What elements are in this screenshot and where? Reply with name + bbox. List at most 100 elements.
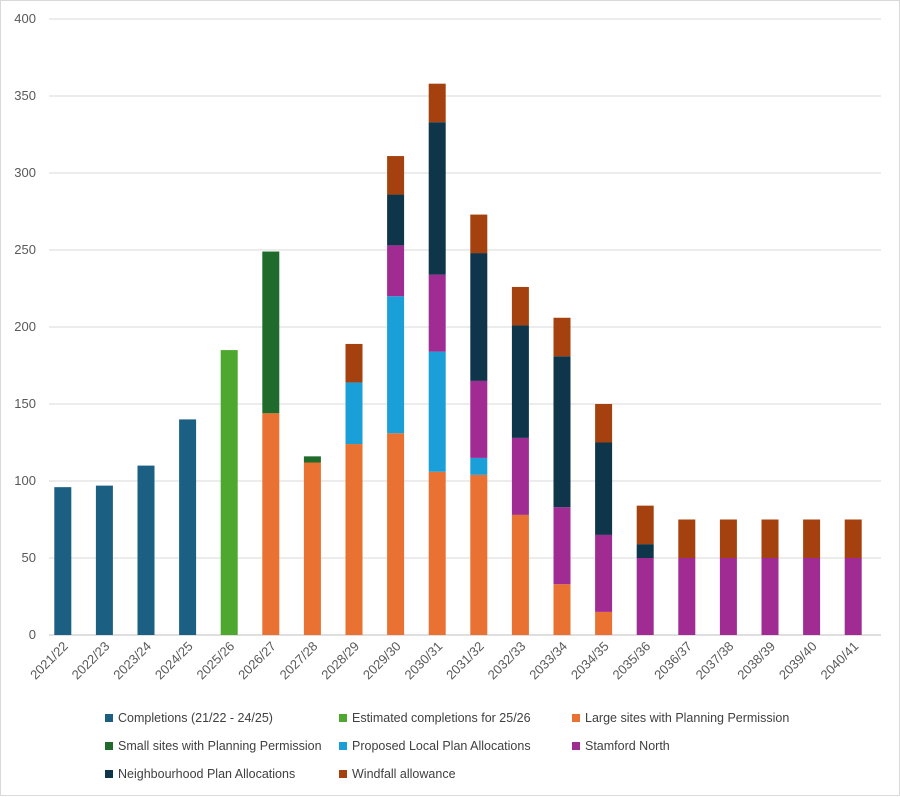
bar-segment <box>844 519 862 558</box>
x-tick-label: 2028/29 <box>318 639 362 683</box>
bar-segment <box>220 350 238 635</box>
legend-swatch <box>105 742 113 750</box>
bar-segment <box>95 485 113 635</box>
bar-segment <box>470 380 488 458</box>
gridlines <box>49 18 881 636</box>
bar-segment <box>387 194 405 246</box>
legend-item: Stamford North <box>572 737 670 755</box>
y-tick-label: 300 <box>14 165 36 180</box>
y-tick-label: 400 <box>14 11 36 26</box>
bar-segment <box>470 214 488 254</box>
x-tick-label: 2031/32 <box>443 639 487 683</box>
bar-segment <box>387 156 405 195</box>
x-tick-label: 2037/38 <box>693 639 737 683</box>
legend-item: Completions (21/22 - 24/25) <box>105 709 273 727</box>
x-tick-label: 2027/28 <box>277 639 321 683</box>
y-tick-label: 350 <box>14 88 36 103</box>
x-tick-label: 2026/27 <box>235 639 279 683</box>
y-tick-label: 0 <box>29 627 36 642</box>
y-axis-tick-labels: 0 50 100 150 200 250 300 350 400 <box>14 11 36 642</box>
x-tick-label: 2040/41 <box>817 639 861 683</box>
y-tick-label: 250 <box>14 242 36 257</box>
bar-segment <box>387 245 405 297</box>
legend-label: Small sites with Planning Permission <box>118 739 322 753</box>
bar-segment <box>553 584 571 635</box>
bar-segment <box>761 519 779 558</box>
legend-swatch <box>339 714 347 722</box>
bar-segment <box>345 343 363 383</box>
bar-segment <box>428 83 446 123</box>
bar-segment <box>511 514 529 635</box>
bar-segment <box>511 325 529 438</box>
bar-segment <box>137 465 155 635</box>
legend-swatch <box>339 770 347 778</box>
bar-segment <box>470 253 488 381</box>
bar-segment <box>595 442 613 535</box>
legend-label: Estimated completions for 25/26 <box>352 711 531 725</box>
bar-segment <box>428 122 446 275</box>
legend-label: Neighbourhood Plan Allocations <box>118 767 296 781</box>
legend-item: Estimated completions for 25/26 <box>339 709 531 727</box>
y-tick-label: 200 <box>14 319 36 334</box>
bar-segment <box>345 382 363 445</box>
x-tick-label: 2024/25 <box>152 639 196 683</box>
x-tick-label: 2025/26 <box>193 639 237 683</box>
x-tick-label: 2022/23 <box>69 639 113 683</box>
x-axis-tick-labels: 2021/222022/232023/242024/252025/262026/… <box>27 639 861 683</box>
bar-segment <box>470 457 488 475</box>
legend-swatch <box>572 742 580 750</box>
x-tick-label: 2033/34 <box>526 639 570 683</box>
legend-label: Stamford North <box>585 739 670 753</box>
x-tick-label: 2039/40 <box>776 639 820 683</box>
bar-segment <box>595 534 613 612</box>
bar-segment <box>553 317 571 357</box>
bar-segment <box>345 444 363 635</box>
bar-segment <box>262 413 280 635</box>
legend-item: Proposed Local Plan Allocations <box>339 737 531 755</box>
legend-label: Proposed Local Plan Allocations <box>352 739 531 753</box>
bar-segment <box>54 487 72 635</box>
bar-segment <box>511 286 529 326</box>
bar-segment <box>428 274 446 352</box>
x-tick-label: 2030/31 <box>401 639 445 683</box>
bar-segment <box>428 471 446 635</box>
legend-item: Neighbourhood Plan Allocations <box>105 765 295 783</box>
legend-swatch <box>572 714 580 722</box>
bar-segment <box>595 404 613 443</box>
x-tick-label: 2029/30 <box>360 639 404 683</box>
bar-segment <box>303 456 321 463</box>
legend-item: Windfall allowance <box>339 765 456 783</box>
legend-label: Completions (21/22 - 24/25) <box>118 711 273 725</box>
bar-segment <box>636 544 654 558</box>
x-tick-label: 2021/22 <box>27 639 71 683</box>
x-tick-label: 2032/33 <box>485 639 529 683</box>
legend-item: Large sites with Planning Permission <box>572 709 789 727</box>
bar-segment <box>428 351 446 472</box>
bar-segment <box>303 462 321 635</box>
x-tick-label: 2023/24 <box>110 639 154 683</box>
bar-segment <box>803 519 821 558</box>
x-tick-label: 2036/37 <box>651 639 695 683</box>
bar-segment <box>470 474 488 635</box>
bar-segment <box>387 296 405 434</box>
x-tick-label: 2035/36 <box>609 639 653 683</box>
bar-segment <box>553 507 571 585</box>
legend-swatch <box>339 742 347 750</box>
bar-segment <box>553 356 571 508</box>
bar-segment <box>678 558 696 635</box>
bar-segment <box>803 558 821 635</box>
bar-segment <box>387 433 405 635</box>
bar-segment <box>511 437 529 515</box>
bar-segment <box>595 611 613 635</box>
legend-swatch <box>105 714 113 722</box>
y-tick-label: 100 <box>14 473 36 488</box>
bar-segment <box>761 558 779 635</box>
legend-item: Small sites with Planning Permission <box>105 737 322 755</box>
legend-label: Large sites with Planning Permission <box>585 711 790 725</box>
y-tick-label: 150 <box>14 396 36 411</box>
bar-segment <box>719 558 737 635</box>
bar-segment <box>678 519 696 558</box>
x-tick-label: 2038/39 <box>734 639 778 683</box>
